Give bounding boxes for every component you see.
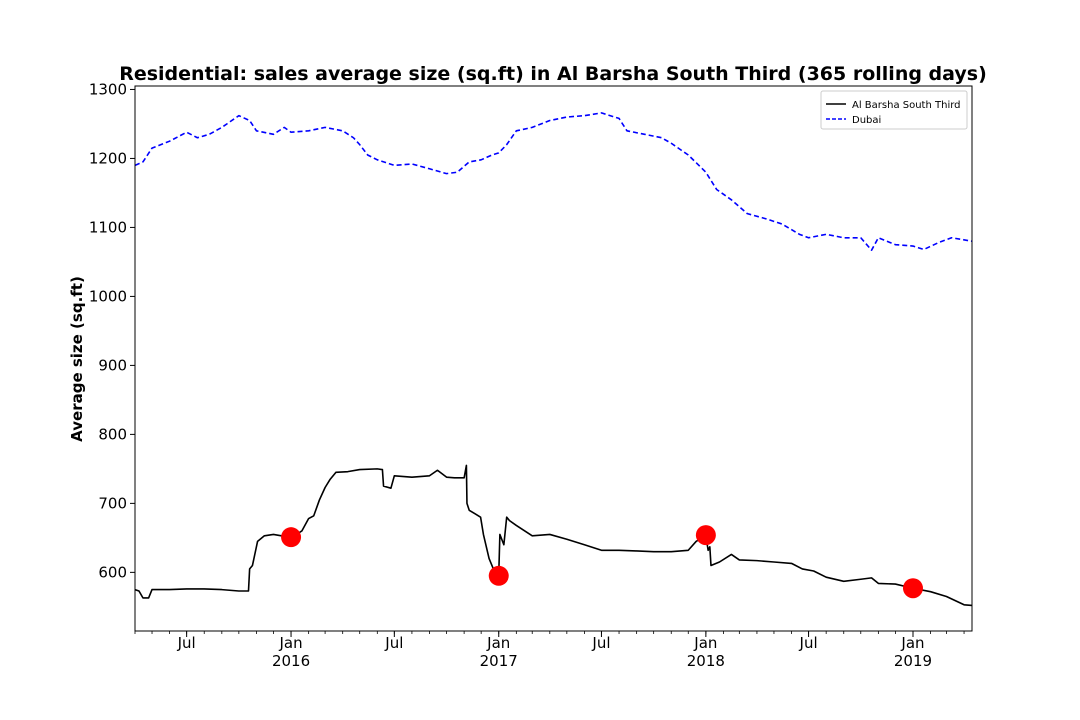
y-tick-label: 1200 xyxy=(89,149,127,167)
y-axis-label: Average size (sq.ft) xyxy=(68,276,86,442)
y-tick-label: 600 xyxy=(98,563,127,581)
x-tick-label: Jan xyxy=(486,634,510,652)
highlight-marker xyxy=(488,565,509,586)
x-tick-year-label: 2018 xyxy=(687,652,725,670)
plot-frame xyxy=(134,85,973,632)
y-tick-label: 900 xyxy=(98,356,127,374)
x-tick-label: Jul xyxy=(591,634,610,652)
x-tick-year-label: 2016 xyxy=(272,652,310,670)
legend: Al Barsha South Third Dubai xyxy=(820,90,968,130)
y-tick-label: 1000 xyxy=(89,287,127,305)
y-tick-label: 1100 xyxy=(89,218,127,236)
legend-label: Al Barsha South Third xyxy=(852,100,961,111)
x-tick-label: Jul xyxy=(799,634,818,652)
legend-box xyxy=(820,90,968,130)
x-tick-year-label: 2019 xyxy=(894,652,932,670)
series-line-dubai xyxy=(135,112,972,251)
highlight-marker xyxy=(281,527,302,548)
highlight-marker xyxy=(695,525,716,546)
highlight-marker xyxy=(902,578,923,599)
x-tick-label: Jan xyxy=(693,634,717,652)
x-tick-label: Jan xyxy=(278,634,302,652)
x-tick-year-label: 2017 xyxy=(480,652,518,670)
series-line-al-barsha-south-third xyxy=(135,464,972,607)
x-tick-label: Jul xyxy=(384,634,403,652)
x-tick-label: Jan xyxy=(900,634,924,652)
legend-label: Dubai xyxy=(852,115,881,126)
x-tick-label: Jul xyxy=(177,634,196,652)
y-tick-label: 800 xyxy=(98,425,127,443)
plot-area xyxy=(135,112,972,607)
chart-title: Residential: sales average size (sq.ft) … xyxy=(119,63,987,85)
y-tick-label: 700 xyxy=(98,494,127,512)
y-tick-label: 1300 xyxy=(89,80,127,98)
